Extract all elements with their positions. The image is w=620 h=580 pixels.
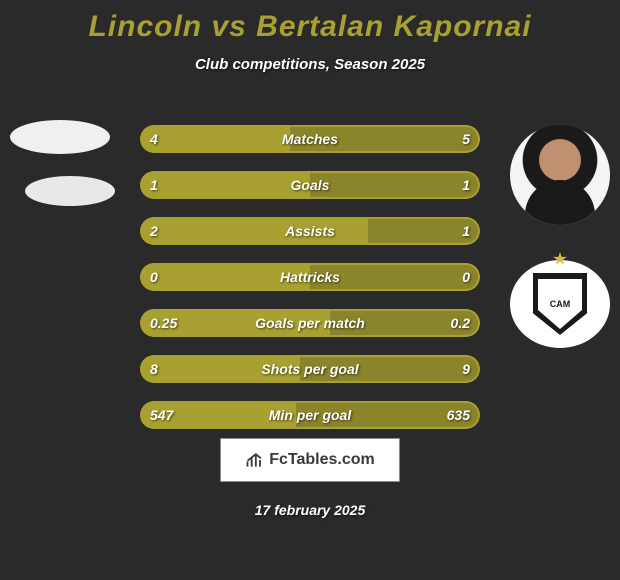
stat-row: Matches 4 5 bbox=[140, 125, 480, 153]
footer-brand-text: FcTables.com bbox=[269, 451, 375, 469]
stat-value-left: 8 bbox=[150, 361, 158, 377]
bar-left-fill bbox=[140, 125, 290, 153]
stat-label: Matches bbox=[282, 131, 338, 147]
stat-label: Shots per goal bbox=[261, 361, 358, 377]
date-text: 17 february 2025 bbox=[255, 502, 366, 518]
stat-value-left: 0.25 bbox=[150, 315, 177, 331]
stat-value-left: 4 bbox=[150, 131, 158, 147]
stat-value-left: 547 bbox=[150, 407, 173, 423]
stat-value-right: 1 bbox=[462, 223, 470, 239]
shield-icon: CAM bbox=[533, 273, 587, 335]
stat-label: Assists bbox=[285, 223, 335, 239]
stat-value-right: 0.2 bbox=[451, 315, 470, 331]
club-left-logo bbox=[25, 176, 115, 206]
stat-value-right: 5 bbox=[462, 131, 470, 147]
chart-icon bbox=[245, 450, 265, 470]
stat-value-left: 0 bbox=[150, 269, 158, 285]
stat-row: Assists 2 1 bbox=[140, 217, 480, 245]
bar-right-fill bbox=[310, 171, 480, 199]
stat-value-right: 1 bbox=[462, 177, 470, 193]
club-right-logo: CAM bbox=[510, 260, 610, 348]
stat-row: Hattricks 0 0 bbox=[140, 263, 480, 291]
player-right-avatar bbox=[510, 125, 610, 225]
bar-left-fill bbox=[140, 171, 310, 199]
fctables-link[interactable]: FcTables.com bbox=[220, 438, 400, 482]
stat-value-right: 9 bbox=[462, 361, 470, 377]
stat-value-right: 635 bbox=[447, 407, 470, 423]
stat-label: Goals bbox=[291, 177, 330, 193]
subtitle: Club competitions, Season 2025 bbox=[0, 56, 620, 73]
stat-label: Hattricks bbox=[280, 269, 340, 285]
stat-row: Min per goal 547 635 bbox=[140, 401, 480, 429]
stat-row: Shots per goal 8 9 bbox=[140, 355, 480, 383]
player-left-avatar bbox=[10, 120, 110, 154]
stat-row: Goals 1 1 bbox=[140, 171, 480, 199]
stats-bars: Matches 4 5 Goals 1 1 Assists 2 1 Hattricks 0 0 Goal… bbox=[140, 125, 480, 447]
stat-label: Min per goal bbox=[269, 407, 351, 423]
page-title: Lincoln vs Bertalan Kapornai bbox=[0, 0, 620, 44]
stat-value-left: 2 bbox=[150, 223, 158, 239]
club-right-badge-text: CAM bbox=[538, 279, 582, 329]
stat-label: Goals per match bbox=[255, 315, 365, 331]
stat-value-right: 0 bbox=[462, 269, 470, 285]
stat-value-left: 1 bbox=[150, 177, 158, 193]
stat-row: Goals per match 0.25 0.2 bbox=[140, 309, 480, 337]
